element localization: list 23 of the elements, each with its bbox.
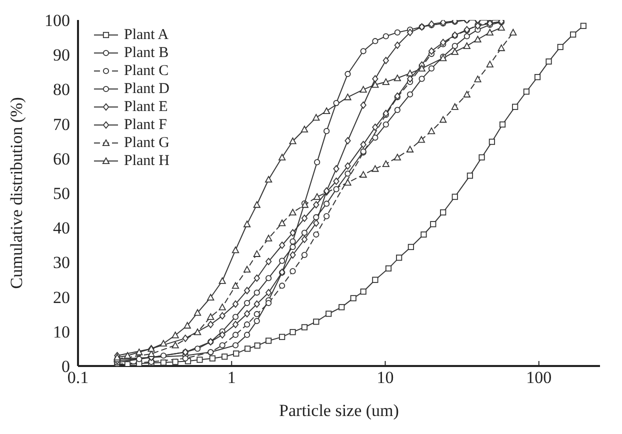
legend-label: Plant A xyxy=(124,26,169,44)
x-tick-label: 100 xyxy=(526,368,552,388)
y-tick-label: 30 xyxy=(53,253,70,272)
y-tick-label: 20 xyxy=(53,288,70,307)
legend-label: Plant F xyxy=(124,116,167,134)
x-axis-title: Particle size (um) xyxy=(279,401,399,420)
legend-label: Plant D xyxy=(124,80,170,98)
legend-label: Plant E xyxy=(124,98,168,116)
y-tick-label: 40 xyxy=(53,218,70,238)
y-axis-title: Cumulative distribution (%) xyxy=(7,97,26,289)
y-tick-label: 90 xyxy=(53,46,70,65)
y-tick-label: 70 xyxy=(53,114,70,134)
x-tick-label: 10 xyxy=(376,368,394,388)
y-tick-label: 100 xyxy=(44,11,70,30)
y-tick-label: 10 xyxy=(53,322,70,342)
y-tick-label: 60 xyxy=(53,149,70,168)
legend-label: Plant G xyxy=(124,134,170,152)
y-tick-label: 50 xyxy=(53,184,70,204)
x-tick-label: 1 xyxy=(227,368,236,388)
y-tick-label: 80 xyxy=(53,80,70,100)
legend-label: Plant B xyxy=(124,44,169,62)
legend-label: Plant C xyxy=(124,62,169,80)
legend-label: Plant H xyxy=(124,152,170,170)
